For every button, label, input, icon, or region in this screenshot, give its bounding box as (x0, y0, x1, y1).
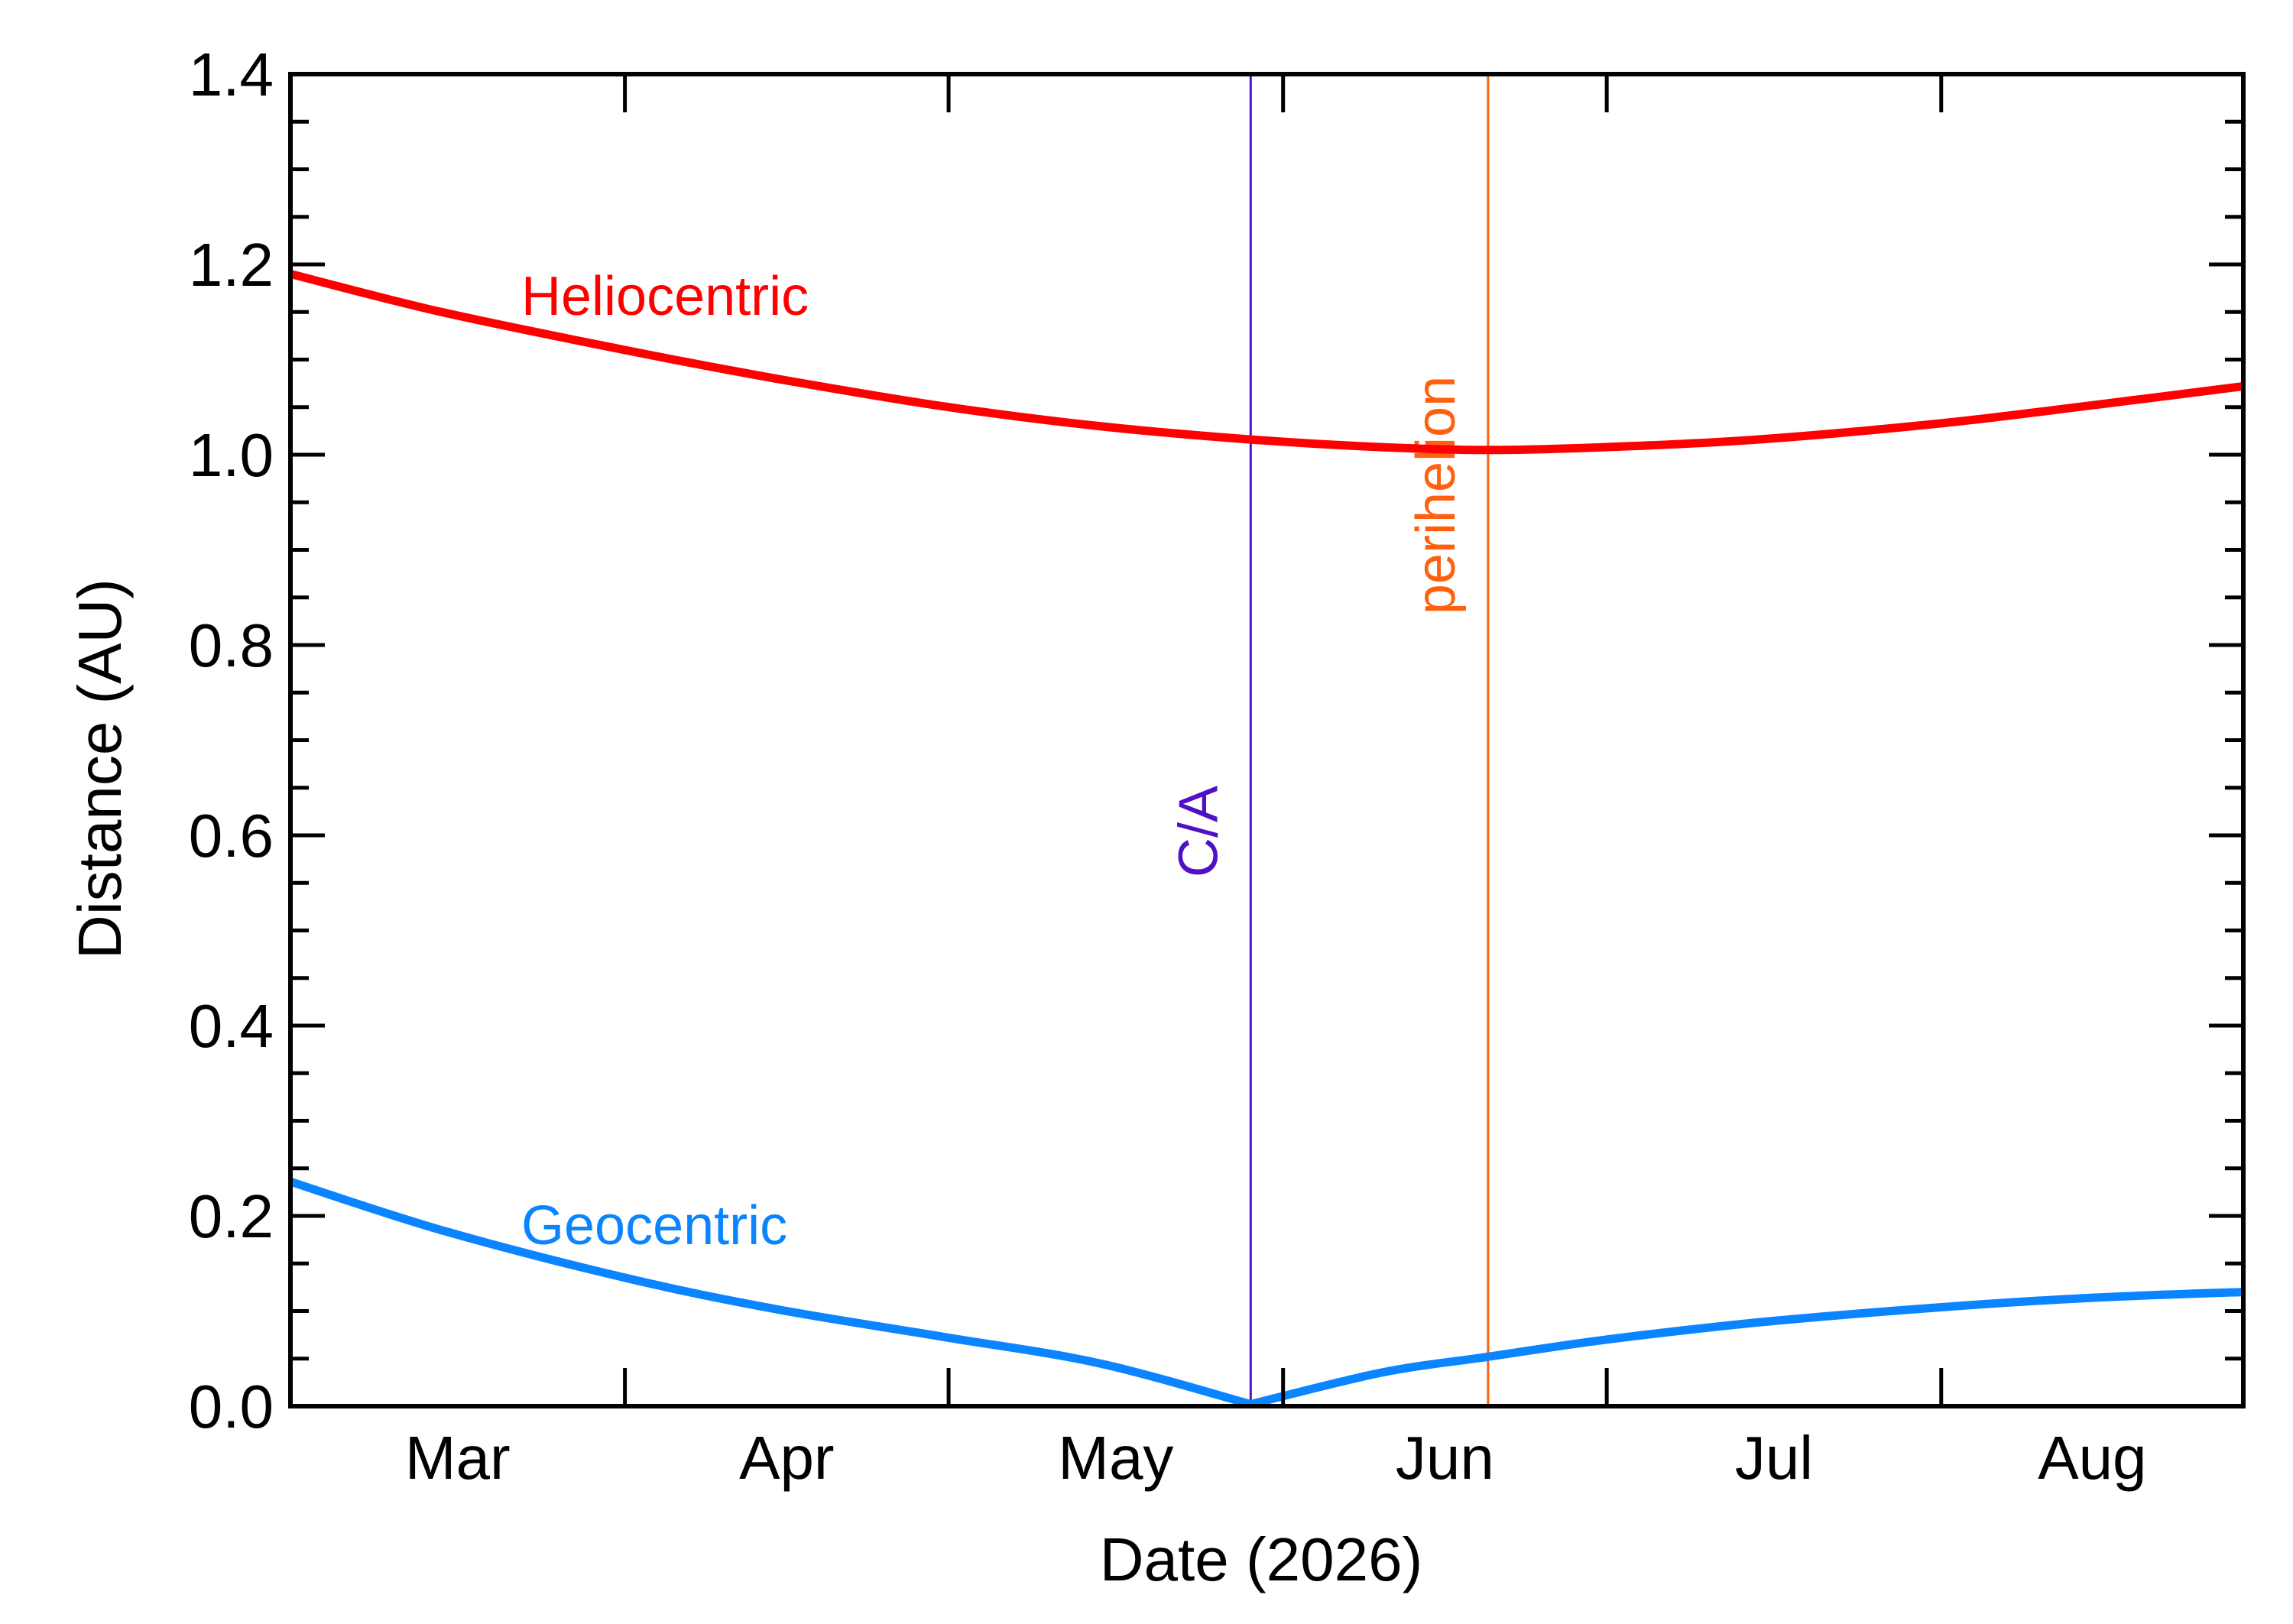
labels-layer: Date (2026) Distance (AU) 0.0 0.2 0.4 0.6 0.… (66, 41, 2147, 1593)
y-tick-label: 1.0 (189, 421, 274, 489)
x-axis-title: Date (2026) (1100, 1525, 1422, 1593)
y-tick-label: 0.4 (189, 992, 274, 1060)
series-label-geocentric: Geocentric (521, 1195, 787, 1256)
x-tick-label: Mar (405, 1424, 511, 1492)
x-tick-label: Jul (1735, 1424, 1813, 1492)
marker-label-0: C/A (1168, 786, 1229, 877)
markers-layer: C/A perihelion (1168, 74, 1490, 1406)
x-tick-label: Jun (1396, 1424, 1494, 1492)
y-tick-label: 0.6 (189, 802, 274, 870)
series-line-geocentric (289, 1177, 2244, 1408)
y-tick-label: 1.2 (189, 231, 274, 299)
x-tick-label: May (1058, 1424, 1173, 1492)
plot-frame-layer (288, 72, 2246, 1408)
x-tick-label: Apr (739, 1424, 835, 1492)
y-tick-label: 1.4 (189, 41, 274, 109)
series-label-heliocentric: Heliocentric (521, 266, 809, 327)
y-axis-title: Distance (AU) (66, 579, 134, 959)
marker-label-1: perihelion (1406, 376, 1467, 614)
y-tick-label: 0.8 (189, 611, 274, 679)
x-tick-label: Aug (2038, 1424, 2146, 1492)
y-tick-label: 0.2 (189, 1182, 274, 1250)
series-layer (289, 270, 2244, 1408)
y-tick-label: 0.0 (189, 1373, 274, 1441)
series-line-heliocentric (289, 270, 2244, 455)
